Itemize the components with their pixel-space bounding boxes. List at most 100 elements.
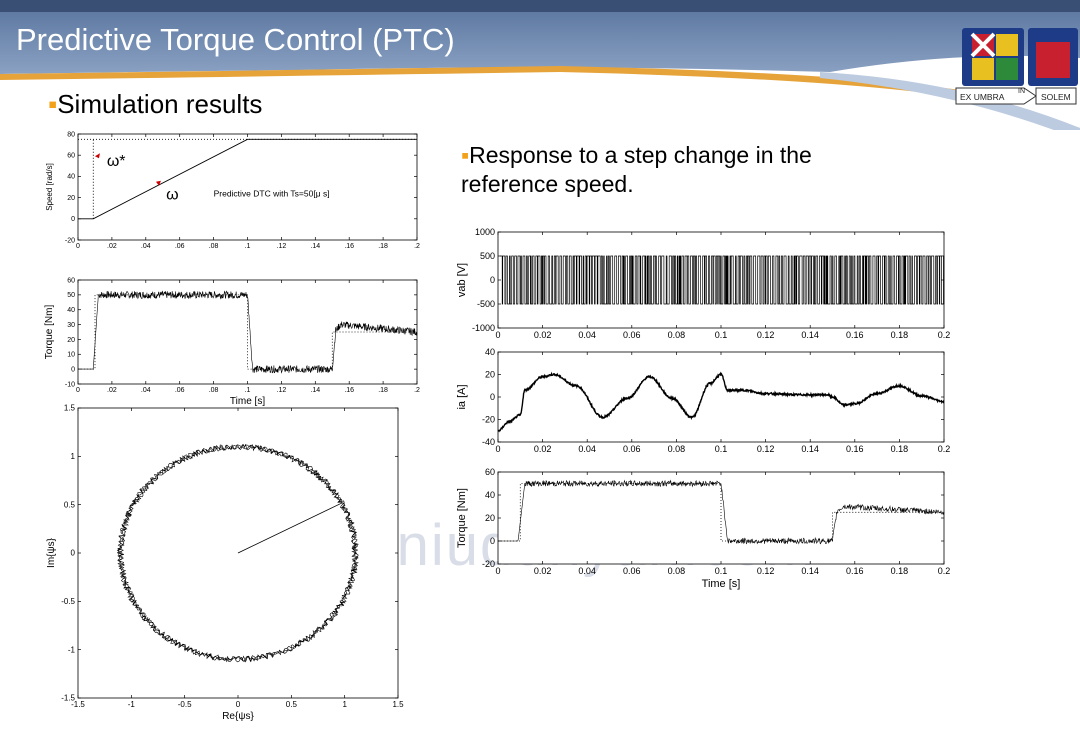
x-tick-label: 0.18 — [891, 566, 909, 576]
x-tick-label: 0.2 — [938, 444, 951, 454]
y-tick-label: -10 — [65, 381, 75, 388]
x-tick-label: 0.08 — [668, 330, 686, 340]
y-tick-label: 0 — [490, 392, 495, 402]
section-heading: ▪Simulation results — [48, 89, 262, 120]
caption-text-body: Response to a step change in the referen… — [461, 142, 812, 197]
sampling-annotation: Predictive DTC with Ts=50[μ s] — [214, 189, 330, 199]
x-tick-label: 0.06 — [623, 330, 641, 340]
y-tick-label: 20 — [67, 337, 75, 344]
y-tick-label: 20 — [67, 195, 75, 202]
x-tick-label: .08 — [209, 243, 219, 250]
x-tick-label: .06 — [175, 243, 185, 250]
x-tick-label: .2 — [414, 387, 420, 394]
x-tick-label: .04 — [141, 387, 151, 394]
y-tick-label: -1 — [68, 645, 76, 654]
x-tick-label: .18 — [378, 387, 388, 394]
y-tick-label: 20 — [485, 370, 495, 380]
x-tick-label: .06 — [175, 387, 185, 394]
caption-text: ▪Response to a step change in the refere… — [461, 141, 901, 199]
y-tick-label: -40 — [482, 437, 495, 447]
x-tick-label: 0.06 — [623, 444, 641, 454]
x-tick-label: .1 — [245, 387, 251, 394]
y-tick-label: -1000 — [472, 323, 495, 333]
section-heading-text: Simulation results — [57, 89, 263, 119]
x-axis-label: Time [s] — [702, 578, 741, 590]
bullet-icon: ▪ — [461, 142, 470, 168]
y-axis-label: Torque [Nm] — [456, 488, 468, 548]
x-tick-label: 0.2 — [938, 566, 951, 576]
y-tick-label: 60 — [67, 153, 75, 160]
x-tick-label: 0 — [236, 700, 241, 709]
x-tick-label: .18 — [378, 243, 388, 250]
y-tick-label: 20 — [485, 513, 495, 523]
torque-plot-left: 0.02.04.06.08.1.12.14.16.18.2-1001020304… — [44, 277, 420, 407]
x-tick-label: 0.04 — [578, 566, 596, 576]
slide-title: Predictive Torque Control (PTC) — [16, 22, 455, 57]
bullet-icon: ▪ — [48, 89, 58, 119]
x-tick-label: 0.12 — [757, 330, 775, 340]
y-tick-label: 0 — [71, 549, 76, 558]
x-tick-label: 0.14 — [801, 566, 819, 576]
x-tick-label: 0 — [76, 243, 80, 250]
x-tick-label: .04 — [141, 243, 151, 250]
y-tick-label: 500 — [480, 251, 495, 261]
torque-plot-right: 0 0.02 0.04 0.06 0.08 0.1 0.12 0.14 0.16 0.18 0.2 -… — [456, 467, 951, 590]
y-tick-label: 40 — [67, 174, 75, 181]
torque-line — [78, 290, 418, 374]
x-tick-label: 0.1 — [715, 330, 728, 340]
x-tick-label: 0.08 — [668, 444, 686, 454]
x-tick-label: 0.08 — [668, 566, 686, 576]
plot-area — [77, 133, 418, 241]
x-tick-label: 1 — [342, 700, 347, 709]
x-tick-label: .12 — [277, 387, 287, 394]
y-tick-label: 0 — [71, 216, 75, 223]
flux-trajectory-plot: -1.5 -1 -0.5 0 0.5 1 1.5 -1.5 -1 -0.5 0 0.5 1 1.5 Im{ψ… — [46, 404, 404, 722]
x-tick-label: 0.5 — [286, 700, 298, 709]
crest-left-banner: EX UMBRA — [960, 92, 1005, 102]
y-tick-label: 60 — [67, 277, 75, 284]
x-tick-label: 0.06 — [623, 566, 641, 576]
y-tick-label: 40 — [485, 490, 495, 500]
x-tick-label: .16 — [344, 387, 354, 394]
y-tick-label: 0.5 — [64, 500, 76, 509]
torque-line — [498, 479, 945, 545]
x-tick-label: .16 — [344, 243, 354, 250]
reference-speed-annotation: ω* — [107, 153, 126, 170]
x-tick-label: 0.16 — [846, 444, 864, 454]
reference-torque-line — [498, 483, 944, 542]
x-tick-label: 0.18 — [891, 330, 909, 340]
y-tick-label: 40 — [67, 307, 75, 314]
x-tick-label: 0 — [495, 444, 500, 454]
x-tick-label: .02 — [107, 243, 117, 250]
flux-trajectory — [116, 443, 359, 663]
voltage-line — [500, 255, 945, 305]
header-banner — [0, 0, 1080, 130]
x-tick-label: 0.12 — [757, 566, 775, 576]
speed-annotation: ω — [166, 187, 179, 204]
x-tick-label: .14 — [310, 387, 320, 394]
y-tick-label: 1000 — [475, 227, 495, 237]
y-tick-label: 50 — [67, 292, 75, 299]
y-tick-label: 0 — [490, 536, 495, 546]
x-tick-label: 0.18 — [891, 444, 909, 454]
x-tick-label: 0.02 — [534, 566, 552, 576]
y-tick-label: -0.5 — [61, 597, 75, 606]
y-tick-label: 60 — [485, 467, 495, 477]
y-tick-label: 30 — [67, 322, 75, 329]
arrow-icon — [155, 180, 161, 186]
x-tick-label: 0.16 — [846, 566, 864, 576]
x-tick-label: 0.1 — [715, 566, 728, 576]
y-axis-label: vab [V] — [456, 263, 468, 297]
x-tick-label: 0.14 — [801, 444, 819, 454]
flux-vector-line — [237, 502, 343, 554]
y-tick-label: 1.5 — [64, 404, 76, 413]
university-crest-icon: EX UMBRA IN SOLEM — [955, 28, 1078, 105]
x-tick-label: 0.12 — [757, 444, 775, 454]
x-tick-label: 0.04 — [578, 444, 596, 454]
crest-mid-text: IN — [1018, 88, 1025, 95]
x-tick-label: .12 — [277, 243, 287, 250]
plot-area — [497, 351, 945, 443]
y-axis-label: ia [A] — [456, 384, 468, 409]
x-tick-label: .08 — [209, 387, 219, 394]
x-tick-label: 0.1 — [715, 444, 728, 454]
